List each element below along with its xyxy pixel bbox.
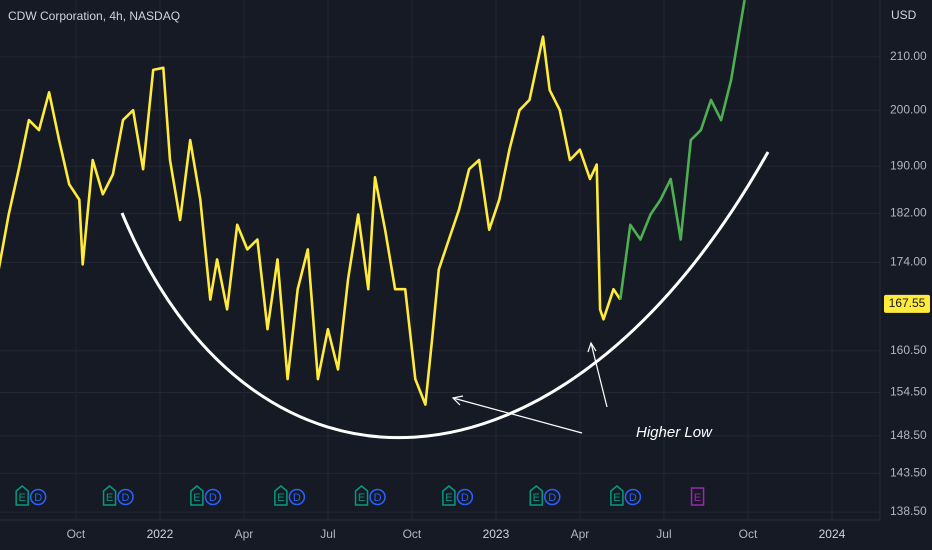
y-tick-label: 200.00 <box>890 102 927 116</box>
event-marker: D <box>456 488 474 506</box>
event-label: D <box>461 492 469 504</box>
event-badge <box>204 488 222 506</box>
event-marker: E <box>15 485 29 506</box>
trend-arc <box>120 151 770 440</box>
y-tick-label: 138.50 <box>890 504 927 518</box>
x-tick-label: 2022 <box>147 527 174 541</box>
event-label: E <box>694 492 701 504</box>
price-label: 167.55 <box>889 296 926 310</box>
event-label: D <box>374 492 382 504</box>
arrow-head <box>587 341 597 353</box>
event-badge <box>274 485 288 506</box>
x-tick-label: Jul <box>320 527 335 541</box>
y-tick-label: 160.50 <box>890 343 927 357</box>
event-badge <box>29 488 47 506</box>
price-label-box <box>884 294 930 313</box>
x-tick-label: 2024 <box>819 527 846 541</box>
event-badge <box>544 488 561 506</box>
x-tick-label: Oct <box>739 527 758 541</box>
event-marker: D <box>624 488 642 506</box>
event-badge <box>624 488 642 506</box>
x-tick-label: Oct <box>403 527 422 541</box>
chart-title: CDW Corporation, 4h, NASDAQ <box>8 9 180 23</box>
event-label: D <box>209 492 217 504</box>
arrow <box>452 397 583 434</box>
annotation: Higher Low <box>636 424 713 441</box>
x-tick-label: Apr <box>571 527 590 541</box>
event-marker: E <box>274 485 288 506</box>
event-label: E <box>193 492 200 504</box>
y-tick-label: 182.00 <box>890 206 927 220</box>
y-tick-label: 190.00 <box>890 158 927 172</box>
x-tick-label: Jul <box>656 527 671 541</box>
y-tick-label: 148.50 <box>890 428 927 442</box>
event-badge <box>690 487 705 506</box>
y-tick-label: 154.50 <box>890 385 927 399</box>
event-marker: D <box>544 488 561 506</box>
event-marker: E <box>610 485 624 506</box>
event-marker: E <box>190 485 204 506</box>
event-label: E <box>533 492 540 504</box>
event-badge <box>442 485 456 506</box>
event-label: D <box>122 492 130 504</box>
currency-label: USD <box>891 8 917 22</box>
event-badge <box>102 485 117 506</box>
event-label: D <box>34 492 42 504</box>
x-tick-label: 2023 <box>483 527 510 541</box>
event-label: E <box>613 492 620 504</box>
event-badge <box>288 488 306 506</box>
event-label: E <box>19 492 26 504</box>
event-marker: D <box>288 488 306 506</box>
y-tick-label: 174.00 <box>890 255 927 269</box>
arrow-head <box>451 395 464 406</box>
arrow <box>590 342 608 408</box>
event-label: D <box>629 492 637 504</box>
price-line <box>619 0 746 300</box>
event-badge <box>117 488 134 506</box>
arrows <box>451 341 608 434</box>
x-tick-label: Oct <box>67 527 86 541</box>
price-line <box>0 35 622 406</box>
y-tick-label: 210.00 <box>890 49 927 63</box>
event-marker: D <box>204 488 222 506</box>
y-tick-label: 143.50 <box>890 465 927 479</box>
event-label: E <box>445 492 452 504</box>
plot <box>0 0 746 406</box>
event-marker: D <box>117 488 134 506</box>
event-label: D <box>293 492 301 504</box>
event-badge <box>190 485 204 506</box>
event-badge <box>369 488 386 506</box>
event-marker: D <box>369 488 386 506</box>
event-badge <box>354 485 369 506</box>
event-marker: E <box>690 487 705 506</box>
axes: 138.50 143.50 148.50 154.50 160.50 174.00 182.… <box>15 49 930 541</box>
event-label: E <box>106 492 113 504</box>
event-marker: E <box>442 485 456 506</box>
event-marker: E <box>102 485 117 506</box>
event-marker: D <box>29 488 47 506</box>
event-badge <box>610 485 624 506</box>
event-marker: E <box>354 485 369 506</box>
event-label: D <box>548 492 556 504</box>
event-badge <box>456 488 474 506</box>
event-badge <box>529 485 544 506</box>
event-label: E <box>358 492 365 504</box>
x-tick-label: Apr <box>235 527 254 541</box>
event-badge <box>15 485 29 506</box>
event-label: E <box>277 492 284 504</box>
event-marker: E <box>529 485 544 506</box>
